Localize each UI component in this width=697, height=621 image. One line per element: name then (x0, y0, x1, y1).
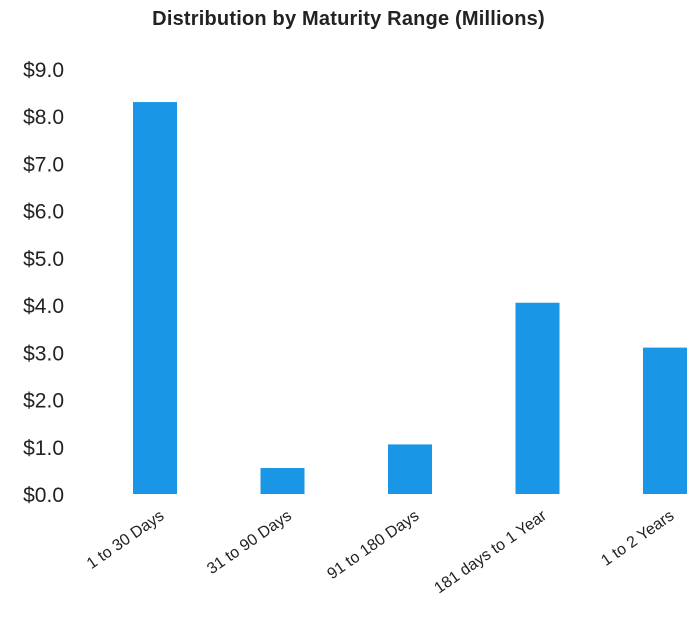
y-tick-label: $7.0 (23, 153, 64, 176)
bar (515, 302, 560, 494)
y-tick-label: $9.0 (23, 59, 64, 82)
x-category-label: 91 to 180 Days (324, 507, 422, 583)
y-tick-label: $4.0 (23, 295, 64, 318)
y-tick-label: $5.0 (23, 248, 64, 271)
y-tick-label: $6.0 (23, 201, 64, 224)
bars-group (133, 102, 687, 495)
x-category-label: 1 to 30 Days (84, 507, 167, 572)
x-category-label: 1 to 2 Years (598, 507, 677, 569)
y-tick-label: $0.0 (23, 484, 64, 507)
y-tick-label: $2.0 (23, 390, 64, 413)
x-category-label: 31 to 90 Days (204, 507, 295, 578)
y-tick-label: $3.0 (23, 342, 64, 365)
bar (133, 102, 177, 495)
chart-title: Distribution by Maturity Range (Millions… (152, 8, 545, 30)
bar (260, 468, 305, 494)
y-tick-label: $1.0 (23, 437, 64, 460)
bar (388, 444, 432, 494)
y-axis-ticks: $0.0 $1.0 $2.0 $3.0 $4.0 $5.0 $6.0 $7.0 $8.0 $9.0 (23, 59, 64, 507)
bar (643, 347, 687, 494)
y-tick-label: $8.0 (23, 106, 64, 129)
x-axis-labels: 1 to 30 Days 31 to 90 Days 91 to 180 Days 1… (84, 507, 677, 597)
x-category-label: 181 days to 1 Year (431, 507, 550, 597)
